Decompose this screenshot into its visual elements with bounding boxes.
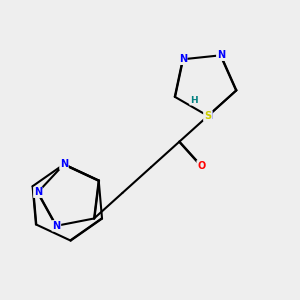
Text: N: N bbox=[217, 50, 225, 60]
Text: H: H bbox=[190, 96, 198, 105]
Text: O: O bbox=[197, 161, 206, 171]
Text: N: N bbox=[60, 159, 68, 169]
Text: S: S bbox=[204, 111, 211, 121]
Text: N: N bbox=[179, 54, 187, 64]
Text: N: N bbox=[204, 111, 212, 121]
Text: N: N bbox=[34, 187, 42, 197]
Text: N: N bbox=[52, 221, 61, 231]
